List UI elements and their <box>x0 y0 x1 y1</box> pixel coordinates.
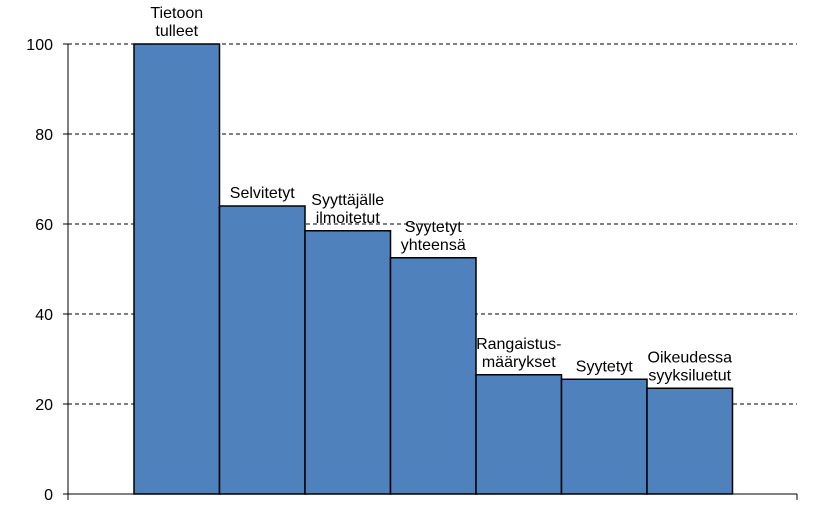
y-tick-label: 60 <box>35 217 53 234</box>
bar <box>218 205 306 495</box>
bars <box>133 43 734 495</box>
bar <box>560 378 648 495</box>
bar-label: syyksiluetut <box>648 367 731 384</box>
y-tick-labels: 0 20 40 60 80 100 <box>26 37 53 504</box>
bar <box>646 387 734 495</box>
bar-label: tulleet <box>155 23 198 40</box>
bar-label: Selvitetyt <box>230 185 295 202</box>
bar <box>475 374 563 495</box>
bar <box>133 43 221 495</box>
bar-label: yhteensä <box>401 237 466 254</box>
axes <box>63 43 798 500</box>
bar-label: Rangaistus- <box>476 336 561 353</box>
bar-label: Syyttäjälle <box>311 192 384 209</box>
bar <box>304 230 392 495</box>
bar-label: Tietoon <box>150 5 203 22</box>
bar-label: Syytetyt <box>405 219 462 236</box>
bar-label: Oikeudessa <box>648 349 733 366</box>
y-tick-label: 20 <box>35 397 53 414</box>
y-tick-label: 80 <box>35 127 53 144</box>
bar-label: määrykset <box>482 354 556 371</box>
bar-label: Syytetyt <box>576 358 633 375</box>
bar <box>389 257 477 495</box>
y-tick-label: 40 <box>35 307 53 324</box>
y-tick-label: 100 <box>26 37 53 54</box>
bar-label: ilmoitetut <box>316 210 381 227</box>
y-tick-label: 0 <box>44 487 53 504</box>
